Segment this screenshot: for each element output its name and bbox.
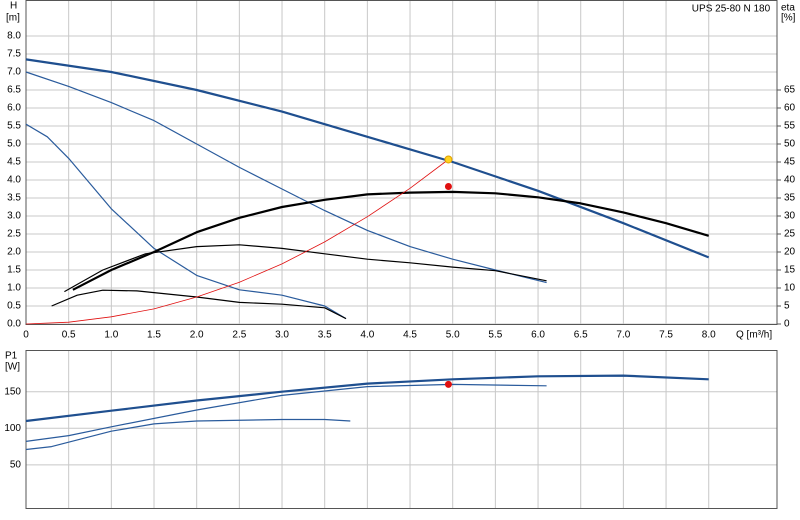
operating-point [444, 380, 452, 388]
curve [25, 159, 449, 325]
y-tick-label: 1.0 [7, 283, 21, 294]
y-tick-label: 8.0 [7, 31, 21, 42]
x-tick-label: 1.0 [104, 330, 118, 341]
y-tick-label: 6.5 [7, 85, 21, 96]
x-axis-label: Q [m³/h] [736, 330, 772, 341]
y2-tick-label: 25 [784, 229, 796, 240]
y-tick-label: 2.0 [7, 247, 21, 258]
x-tick-label: 5.0 [446, 330, 460, 341]
y2-tick-label: 30 [784, 211, 796, 222]
y-tick-label: 7.0 [7, 67, 21, 78]
x-tick-label: 8.0 [702, 330, 716, 341]
y-tick-label: 6.0 [7, 103, 21, 114]
x-tick-label: 4.0 [360, 330, 374, 341]
y-axis-label: H [10, 1, 17, 12]
curve [25, 58, 710, 259]
x-tick-label: 6.0 [531, 330, 545, 341]
y-tick-label: 3.5 [7, 193, 21, 204]
y-tick-label: 4.0 [7, 175, 21, 186]
y2-tick-label: 35 [784, 193, 796, 204]
y2-axis-unit: [%] [781, 13, 796, 24]
operating-point [444, 155, 453, 164]
y-tick-label: 2.5 [7, 229, 21, 240]
y2-tick-label: 55 [784, 121, 796, 132]
y2-tick-label: 65 [784, 85, 796, 96]
x-tick-label: 2.0 [190, 330, 204, 341]
legend-label: UPS 25-80 N 180 [692, 4, 771, 15]
x-tick-label: 3.5 [318, 330, 332, 341]
x-tick-label: 7.5 [659, 330, 673, 341]
y-axis-unit: [W] [5, 362, 20, 373]
y2-tick-label: 60 [784, 103, 796, 114]
x-tick-label: 7.0 [616, 330, 630, 341]
y2-tick-label: 50 [784, 139, 796, 150]
y2-tick-label: 15 [784, 265, 796, 276]
y-tick-label: 5.5 [7, 121, 21, 132]
x-tick-label: 0 [23, 330, 29, 341]
x-tick-label: 6.5 [574, 330, 588, 341]
curve [25, 71, 547, 284]
x-tick-label: 2.5 [232, 330, 246, 341]
y-tick-label: 4.5 [7, 157, 21, 168]
curve [64, 244, 547, 293]
y-tick-label: 3.0 [7, 211, 21, 222]
y2-tick-label: 40 [784, 175, 796, 186]
curve [25, 418, 351, 451]
operating-point [444, 182, 452, 190]
y2-tick-label: 45 [784, 157, 796, 168]
y2-tick-label: 5 [784, 301, 790, 312]
curve [25, 383, 547, 442]
y-axis-label: P1 [5, 351, 18, 362]
y2-tick-label: 20 [784, 247, 796, 258]
y-tick-label: 100 [4, 423, 21, 434]
x-tick-label: 3.0 [275, 330, 289, 341]
x-tick-label: 5.5 [488, 330, 502, 341]
y2-tick-label: 10 [784, 283, 796, 294]
y-tick-label: 7.5 [7, 49, 21, 60]
x-tick-label: 1.5 [147, 330, 161, 341]
y-tick-label: 5.0 [7, 139, 21, 150]
plot-frame [25, 0, 778, 325]
curve [25, 123, 347, 320]
y2-tick-label: 0 [784, 319, 790, 330]
y-tick-label: 0.5 [7, 301, 21, 312]
plot-frame [25, 350, 778, 509]
curve [25, 374, 709, 423]
y-tick-label: 0.0 [7, 319, 21, 330]
curve [72, 190, 710, 291]
y-axis-unit: [m] [6, 13, 20, 24]
y-tick-label: 50 [10, 459, 22, 470]
x-tick-label: 4.5 [403, 330, 417, 341]
plot-area [26, 350, 777, 508]
y2-axis-label: eta [781, 3, 795, 14]
y-tick-label: 150 [4, 386, 21, 397]
y-tick-label: 1.5 [7, 265, 21, 276]
x-tick-label: 0.5 [62, 330, 76, 341]
